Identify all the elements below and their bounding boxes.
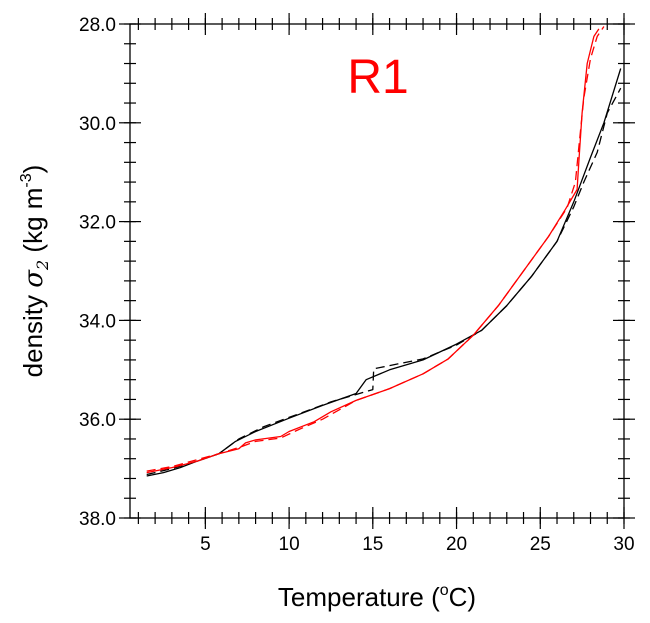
plot-area <box>129 23 625 519</box>
series-line-4 <box>146 26 605 472</box>
x-axis-label-end: C) <box>449 582 476 612</box>
y-tick-label: 38.0 <box>79 509 116 530</box>
series-line-2 <box>146 87 622 476</box>
x-axis-label-sup: o <box>440 582 449 599</box>
x-axis-label: Temperature (oC) <box>278 582 476 612</box>
x-tick-label: 25 <box>530 534 551 555</box>
x-tick-label: 10 <box>279 534 300 555</box>
series-line-1 <box>146 68 622 477</box>
y-tick-label: 34.0 <box>79 311 116 332</box>
y-tick-label: 32.0 <box>79 213 116 234</box>
y-tick-label: 36.0 <box>79 410 116 431</box>
y-axis-label-end: ) <box>18 165 48 174</box>
y-axis-label-units: (kg m <box>18 188 48 260</box>
plot-frame <box>129 23 625 519</box>
y-tick-label: 28.0 <box>79 15 116 36</box>
y-axis-label-symbol: σ <box>19 269 49 288</box>
chart-annotation: R1 <box>347 51 408 104</box>
x-tick-label: 30 <box>613 534 634 555</box>
y-tick-label: 30.0 <box>79 114 116 135</box>
x-tick-label: 20 <box>446 534 467 555</box>
y-axis-label-sup: -3 <box>18 173 35 187</box>
series-layer <box>146 26 622 477</box>
y-axis-label-sub: 2 <box>33 260 52 271</box>
series-line-3 <box>146 28 600 474</box>
y-axis-label: density σ2 (kg m-3) <box>18 165 52 378</box>
y-axis-label-text: density <box>18 288 48 378</box>
x-axis-label-text: Temperature ( <box>278 582 440 612</box>
x-tick-label: 5 <box>200 534 211 555</box>
axis-ticks: 5 10 15 20 25 30 28.0 30.0 32.0 34.0 36.0 38.0 <box>79 13 635 555</box>
x-tick-label: 15 <box>362 534 383 555</box>
